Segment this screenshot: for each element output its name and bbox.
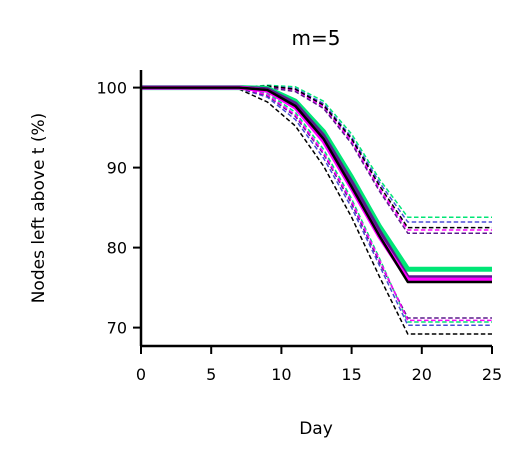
x-tick-label: 20 xyxy=(412,365,432,384)
series-line-2 xyxy=(141,85,492,280)
y-tick-label: 70 xyxy=(107,319,127,338)
x-tick-label: 5 xyxy=(206,365,216,384)
x-axis-label: Day xyxy=(299,419,333,439)
series-line-5 xyxy=(141,84,492,218)
y-tick-label: 100 xyxy=(96,79,127,98)
chart-title: m=5 xyxy=(292,26,341,50)
x-tick-label: 15 xyxy=(341,365,361,384)
x-tick-label: 25 xyxy=(482,365,502,384)
x-tick-label: 10 xyxy=(271,365,291,384)
series-line-10 xyxy=(140,86,492,335)
y-tick-label: 80 xyxy=(107,239,127,258)
plot-area xyxy=(140,84,492,335)
series-line-4 xyxy=(141,86,492,284)
series-line-6 xyxy=(141,85,492,223)
y-axis-label: Nodes left above t (%) xyxy=(29,113,49,304)
series-line-1 xyxy=(141,85,492,272)
y-tick-label: 90 xyxy=(107,159,127,178)
series-line-3 xyxy=(141,85,492,282)
x-tick-label: 0 xyxy=(136,365,146,384)
series-line-8 xyxy=(141,86,492,234)
series-line-7 xyxy=(141,86,492,231)
axes: 0 5 10 15 20 25 70 80 90 100 xyxy=(96,70,502,384)
